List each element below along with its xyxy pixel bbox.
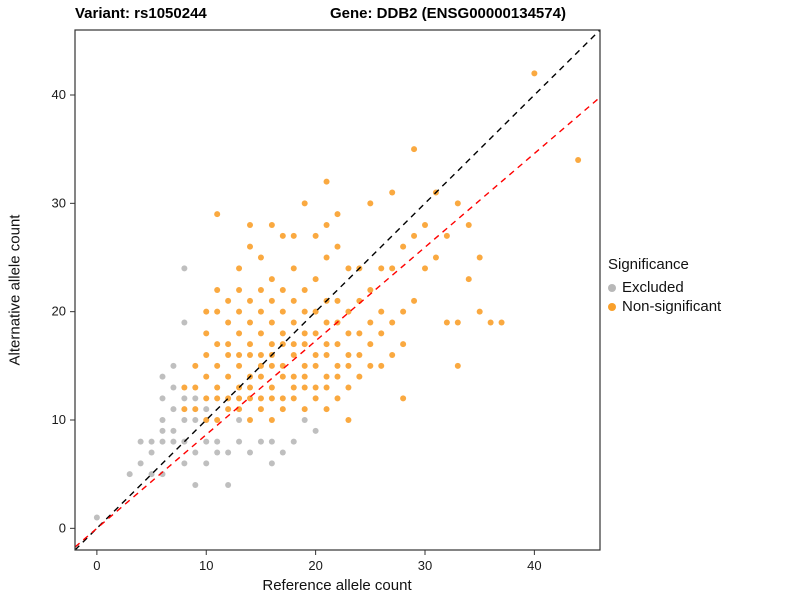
legend-title: Significance [608, 256, 689, 273]
x-axis-label: Reference allele count [262, 577, 412, 594]
svg-text:30: 30 [418, 558, 432, 573]
y-axis-label: Alternative allele count [6, 214, 24, 366]
legend: Significance Excluded Non-significant [608, 256, 721, 316]
svg-text:10: 10 [52, 412, 66, 427]
legend-item-excluded: Excluded [608, 278, 721, 297]
svg-text:30: 30 [52, 195, 66, 210]
legend-item-label: Non-significant [622, 298, 722, 315]
svg-text:40: 40 [52, 87, 66, 102]
excluded-dot-icon [608, 283, 616, 292]
gene-title: Gene: DDB2 (ENSG00000134574) [330, 5, 566, 22]
non-significant-dot-icon [608, 302, 616, 311]
svg-text:20: 20 [52, 304, 66, 319]
svg-text:0: 0 [93, 558, 100, 573]
legend-item-non-significant: Non-significant [608, 297, 721, 316]
svg-text:20: 20 [308, 558, 322, 573]
svg-text:10: 10 [199, 558, 213, 573]
svg-text:0: 0 [59, 520, 66, 535]
svg-text:40: 40 [527, 558, 541, 573]
variant-title: Variant: rs1050244 [75, 5, 207, 22]
legend-item-label: Excluded [622, 279, 684, 296]
